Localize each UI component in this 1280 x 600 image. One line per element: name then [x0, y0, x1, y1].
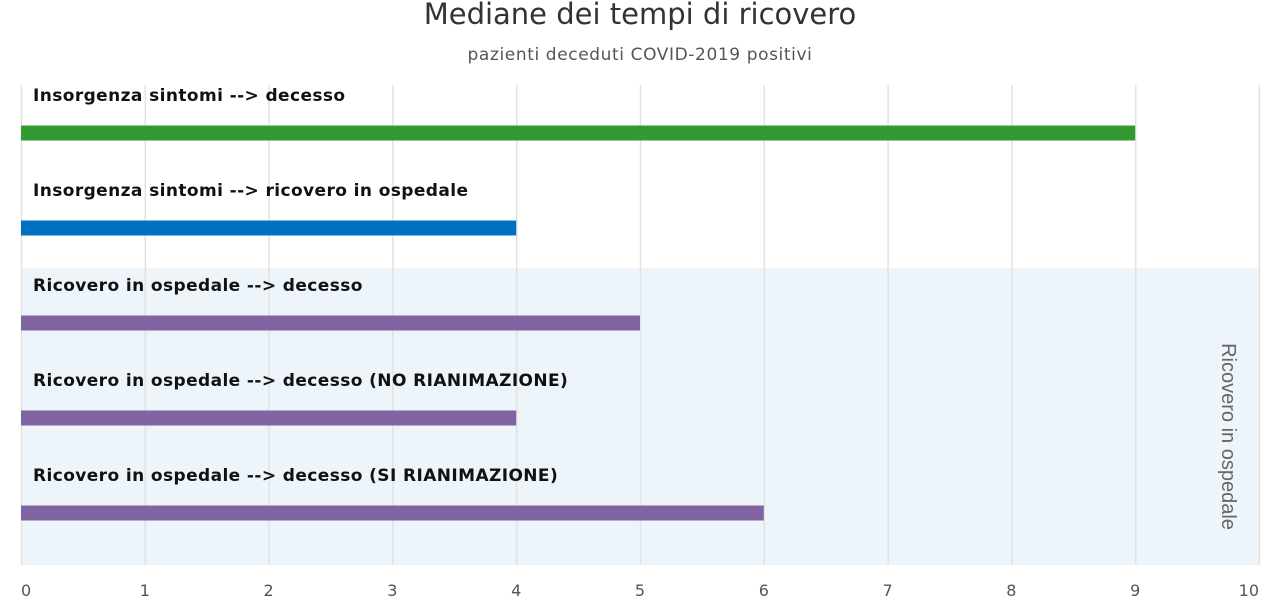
- x-tick-label: 1: [140, 581, 150, 600]
- bar: [21, 220, 517, 236]
- x-tick-label: 3: [387, 581, 397, 600]
- band-label: Ricovero in ospedale: [1217, 343, 1239, 530]
- bar-label: Insorgenza sintomi --> decesso: [33, 86, 346, 106]
- x-tick-label: 10: [1239, 581, 1259, 600]
- bar: [21, 125, 1136, 141]
- bar-label: Ricovero in ospedale --> decesso (SI RIA…: [33, 466, 558, 486]
- x-tick-label: 6: [759, 581, 769, 600]
- x-tick-label: 0: [21, 581, 31, 600]
- bar: [21, 410, 517, 426]
- x-tick-label: 2: [264, 581, 274, 600]
- bar-label: Ricovero in ospedale --> decesso (NO RIA…: [33, 371, 568, 391]
- x-tick-label: 7: [883, 581, 893, 600]
- x-tick-label: 5: [635, 581, 645, 600]
- bar-label: Ricovero in ospedale --> decesso: [33, 276, 363, 296]
- chart-subtitle: pazienti deceduti COVID-2019 positivi: [468, 45, 813, 65]
- x-tick-label: 9: [1130, 581, 1140, 600]
- bar-labels: Insorgenza sintomi --> decesso Insorgenza…: [33, 86, 568, 486]
- x-axis: 0 1 2 3 4 5 6 7 8 9 10: [21, 581, 1259, 600]
- x-tick-label: 8: [1006, 581, 1016, 600]
- bars: [21, 125, 1136, 521]
- bar: [21, 315, 640, 331]
- chart-title: Mediane dei tempi di ricovero: [424, 0, 857, 31]
- x-tick-label: 4: [511, 581, 521, 600]
- bar-label: Insorgenza sintomi --> ricovero in osped…: [33, 181, 468, 201]
- bar: [21, 505, 764, 521]
